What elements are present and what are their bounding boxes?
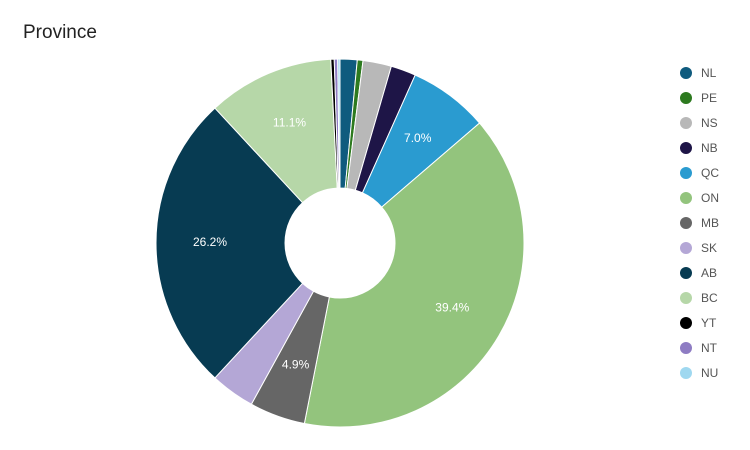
legend-label: ON	[701, 190, 719, 205]
legend-swatch-icon	[680, 66, 692, 79]
slice-label-group: 7.0% 39.4% 4.9% 26.2% 11.1%	[193, 115, 470, 371]
chart-title: Province	[23, 22, 97, 43]
slice-label-ab: 26.2%	[193, 235, 227, 249]
legend-label: QC	[701, 165, 719, 180]
legend-item-ab[interactable]: AB	[680, 260, 719, 285]
legend-swatch-icon	[680, 241, 692, 254]
legend-swatch-icon	[680, 341, 692, 354]
slice-label-mb: 4.9%	[282, 357, 310, 371]
legend-swatch-icon	[680, 91, 692, 104]
legend-item-bc[interactable]: BC	[680, 285, 719, 310]
legend-item-on[interactable]: ON	[680, 185, 719, 210]
slice-bc[interactable]	[214, 58, 338, 204]
legend-swatch-icon	[680, 191, 692, 204]
legend-swatch-icon	[680, 216, 692, 229]
slice-on[interactable]	[303, 122, 525, 428]
legend-swatch-icon	[680, 166, 692, 179]
legend-label: AB	[701, 265, 718, 280]
slice-label-bc: 11.1%	[273, 115, 306, 129]
legend-item-mb[interactable]: MB	[680, 210, 719, 235]
slice-group	[155, 58, 525, 428]
legend-swatch-icon	[680, 266, 692, 279]
legend-label: NT	[701, 340, 717, 355]
legend-item-qc[interactable]: QC	[680, 160, 719, 185]
legend-item-nb[interactable]: NB	[680, 135, 719, 160]
legend-label: NL	[701, 65, 717, 80]
slice-label-on: 39.4%	[435, 301, 469, 315]
legend-swatch-icon	[680, 116, 692, 129]
slice-label-qc: 7.0%	[404, 131, 432, 145]
legend-item-nt[interactable]: NT	[680, 335, 719, 360]
legend-item-pe[interactable]: PE	[680, 85, 719, 110]
legend-swatch-icon	[680, 141, 692, 154]
legend-label: NU	[701, 365, 719, 380]
legend-label: NB	[701, 140, 718, 155]
legend-label: PE	[701, 90, 718, 105]
legend-swatch-icon	[680, 291, 692, 304]
legend-label: BC	[701, 290, 718, 305]
legend-swatch-icon	[680, 316, 692, 329]
slice-nu[interactable]	[337, 58, 341, 189]
legend-label: SK	[701, 240, 718, 255]
slice-ab[interactable]	[155, 107, 304, 379]
legend-item-nu[interactable]: NU	[680, 360, 719, 385]
legend-label: YT	[701, 315, 717, 330]
legend-item-yt[interactable]: YT	[680, 310, 719, 335]
legend-item-nl[interactable]: NL	[680, 60, 719, 85]
legend-item-ns[interactable]: NS	[680, 110, 719, 135]
legend: NL PE NS NB QC ON MB SK AB BC YT NT NU	[680, 60, 719, 385]
legend-label: NS	[701, 115, 718, 130]
legend-label: MB	[701, 215, 719, 230]
legend-swatch-icon	[680, 366, 692, 379]
legend-item-sk[interactable]: SK	[680, 235, 719, 260]
